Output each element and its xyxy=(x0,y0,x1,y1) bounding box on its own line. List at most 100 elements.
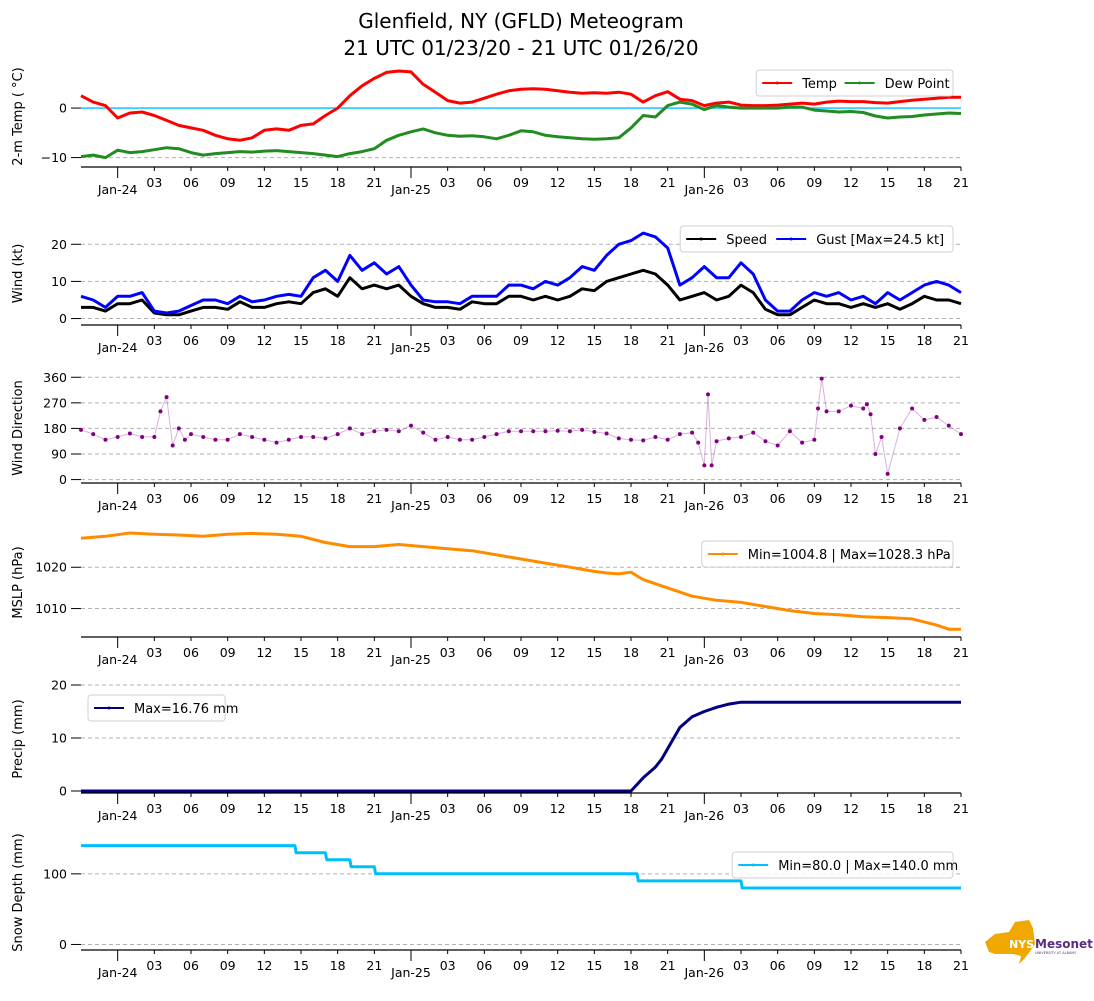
series-line-1 xyxy=(80,231,962,315)
x-tick-label: 09 xyxy=(220,645,236,660)
x-tick-label: 15 xyxy=(293,333,309,348)
data-point xyxy=(775,443,780,448)
x-tick-label: 12 xyxy=(256,175,272,190)
x-tick-label: 06 xyxy=(183,175,199,190)
y-axis-label: 2-m Temp ( °C) xyxy=(11,67,26,165)
data-point xyxy=(629,437,633,442)
data-point xyxy=(482,434,487,439)
legend-box xyxy=(701,540,954,568)
x-tick-label: 03 xyxy=(733,645,749,660)
data-point xyxy=(885,471,890,476)
x-tick-label: 06 xyxy=(770,333,786,348)
data-point xyxy=(824,409,829,414)
x-tick-label: 21 xyxy=(660,491,676,506)
y-axis-label: Wind (kt) xyxy=(11,244,26,304)
data-point xyxy=(861,406,866,411)
data-point xyxy=(213,437,218,442)
x-tick-label: 06 xyxy=(183,333,199,348)
x-tick-label: 12 xyxy=(843,333,859,348)
data-point xyxy=(115,434,120,439)
data-point xyxy=(696,440,701,445)
y-tick-label: 10 xyxy=(51,274,67,289)
data-point xyxy=(816,406,820,411)
x-date-label: Jan-24 xyxy=(97,182,138,197)
legend-label: Max=16.76 mm xyxy=(134,702,238,717)
logo-nys-text: NYS xyxy=(1009,938,1034,951)
series-line-1 xyxy=(80,100,962,160)
x-date-label: Jan-26 xyxy=(683,340,724,355)
x-tick-label: 18 xyxy=(623,333,639,348)
x-tick-label: 18 xyxy=(623,175,639,190)
legend: Speed Gust [Max=24.5 kt] xyxy=(679,225,954,253)
x-tick-label: 21 xyxy=(366,333,382,348)
x-tick-label: 03 xyxy=(146,645,162,660)
legend-marker xyxy=(751,863,755,867)
x-tick-label: 21 xyxy=(366,645,382,660)
x-tick-label: 06 xyxy=(476,333,492,348)
y-tick-label: 10 xyxy=(51,731,67,746)
data-point xyxy=(702,463,707,468)
y-axis-label: Snow Depth (mm) xyxy=(11,833,26,951)
data-point xyxy=(176,426,181,431)
x-tick-label: 03 xyxy=(733,175,749,190)
data-point xyxy=(531,429,536,434)
x-tick-label: 03 xyxy=(440,491,456,506)
y-tick-label: 360 xyxy=(43,370,67,385)
x-tick-label: 03 xyxy=(733,801,749,816)
data-point xyxy=(751,430,756,435)
x-tick-label: 03 xyxy=(733,333,749,348)
x-tick-label: 09 xyxy=(220,958,236,973)
logo-brand-text: Mesonet xyxy=(1035,937,1093,951)
data-point xyxy=(800,440,805,445)
data-point xyxy=(433,437,438,442)
x-tick-label: 09 xyxy=(806,958,822,973)
series-line-0 xyxy=(81,700,961,793)
data-point xyxy=(879,434,884,439)
series-line-0 xyxy=(81,268,962,317)
x-tick-label: 12 xyxy=(843,645,859,660)
x-tick-label: 12 xyxy=(256,645,272,660)
data-point xyxy=(347,426,352,431)
x-tick-label: 12 xyxy=(550,333,566,348)
data-point xyxy=(372,429,377,434)
x-tick-label: 18 xyxy=(330,333,346,348)
data-point xyxy=(849,403,853,408)
x-tick-label: 12 xyxy=(256,333,272,348)
legend-label: Min=80.0 | Max=140.0 mm xyxy=(778,859,958,874)
data-point xyxy=(470,437,475,442)
data-point xyxy=(201,434,206,439)
x-tick-label: 18 xyxy=(916,175,932,190)
data-point xyxy=(653,434,658,439)
x-tick-label: 15 xyxy=(880,491,896,506)
y-tick-label: 1010 xyxy=(35,601,67,616)
x-tick-label: 21 xyxy=(366,958,382,973)
x-tick-label: 06 xyxy=(476,175,492,190)
x-tick-label: 09 xyxy=(220,801,236,816)
y-tick-label: 1020 xyxy=(35,560,67,575)
x-tick-label: 21 xyxy=(953,491,969,506)
x-tick-label: 18 xyxy=(330,958,346,973)
data-point xyxy=(262,437,267,442)
x-date-label: Jan-25 xyxy=(390,182,431,197)
y-axis-label: Precip (mm) xyxy=(11,699,26,778)
data-point xyxy=(616,436,621,441)
x-tick-label: 18 xyxy=(623,645,639,660)
x-tick-label: 15 xyxy=(293,491,309,506)
data-point xyxy=(897,426,902,431)
x-tick-label: 15 xyxy=(586,801,602,816)
y-tick-label: 270 xyxy=(43,395,67,410)
data-point xyxy=(864,402,869,407)
x-tick-label: 03 xyxy=(733,491,749,506)
x-tick-label: 18 xyxy=(916,491,932,506)
data-point xyxy=(641,438,646,443)
x-tick-label: 12 xyxy=(256,958,272,973)
x-tick-label: 15 xyxy=(293,801,309,816)
y-tick-label: −10 xyxy=(41,150,67,165)
y-tick-label: 0 xyxy=(59,472,67,487)
series-connector xyxy=(80,378,962,475)
x-tick-label: 12 xyxy=(843,801,859,816)
legend: Min=1004.8 | Max=1028.3 hPa xyxy=(701,540,954,568)
x-tick-label: 12 xyxy=(256,801,272,816)
y-tick-label: 0 xyxy=(59,937,67,952)
